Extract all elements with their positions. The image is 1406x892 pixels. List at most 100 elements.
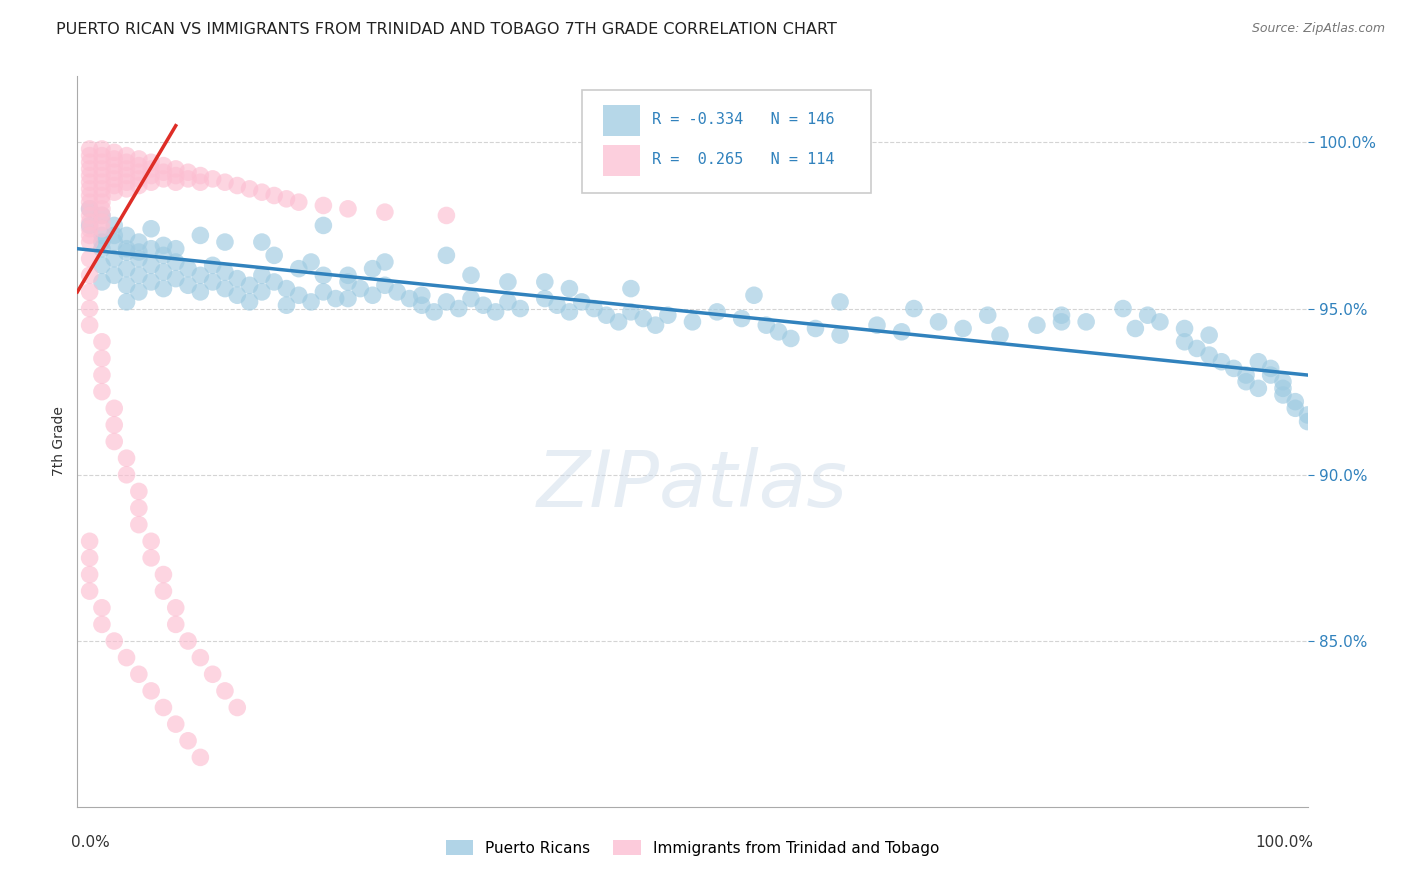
Point	[128, 252, 150, 266]
Point	[952, 321, 974, 335]
Point	[90, 334, 114, 349]
Point	[79, 268, 101, 283]
Point	[423, 305, 446, 319]
Point	[633, 311, 655, 326]
Point	[583, 301, 606, 316]
Point	[90, 202, 114, 216]
Point	[337, 202, 360, 216]
Point	[90, 384, 114, 399]
Point	[103, 165, 125, 179]
Point	[79, 155, 101, 169]
Point	[214, 282, 236, 296]
Point	[103, 252, 125, 266]
Point	[141, 550, 163, 565]
Point	[141, 258, 163, 272]
Point	[1125, 321, 1147, 335]
Point	[1296, 408, 1319, 422]
Point	[152, 282, 174, 296]
Point	[79, 301, 101, 316]
Point	[385, 285, 409, 299]
Point	[79, 202, 101, 216]
Point	[90, 161, 114, 176]
Point	[115, 161, 138, 176]
Point	[115, 228, 138, 243]
Point	[90, 155, 114, 169]
Point	[79, 252, 101, 266]
Point	[115, 182, 138, 196]
Point	[115, 650, 138, 665]
Point	[79, 235, 101, 249]
Point	[103, 434, 125, 449]
Point	[115, 278, 138, 293]
Point	[115, 261, 138, 276]
Point	[103, 235, 125, 249]
Point	[534, 275, 557, 289]
Point	[731, 311, 754, 326]
Point	[177, 165, 200, 179]
Point	[128, 165, 150, 179]
Point	[188, 228, 212, 243]
Point	[276, 282, 298, 296]
Point	[312, 268, 335, 283]
Point	[447, 301, 470, 316]
Point	[768, 325, 790, 339]
Point	[201, 667, 224, 681]
Point	[152, 238, 174, 252]
Point	[706, 305, 728, 319]
Point	[177, 278, 200, 293]
Point	[103, 228, 125, 243]
Text: 0.0%: 0.0%	[72, 836, 110, 850]
Point	[1050, 315, 1073, 329]
Point	[90, 195, 114, 210]
Point	[1149, 315, 1171, 329]
Point	[141, 161, 163, 176]
Point	[534, 292, 557, 306]
Point	[250, 185, 273, 199]
Point	[165, 600, 187, 615]
Point	[472, 298, 495, 312]
Point	[141, 175, 163, 189]
Point	[1272, 381, 1295, 395]
Point	[558, 305, 581, 319]
Point	[1198, 348, 1220, 362]
Point	[460, 268, 482, 283]
Point	[830, 328, 852, 343]
Point	[90, 169, 114, 183]
Point	[90, 142, 114, 156]
Point	[349, 282, 371, 296]
Point	[866, 318, 889, 333]
Point	[141, 155, 163, 169]
Y-axis label: 7th Grade: 7th Grade	[52, 407, 66, 476]
Point	[337, 268, 360, 283]
Point	[263, 248, 285, 262]
Point	[607, 315, 630, 329]
Point	[276, 192, 298, 206]
Point	[988, 328, 1011, 343]
Point	[325, 292, 347, 306]
FancyBboxPatch shape	[603, 105, 640, 136]
Point	[79, 161, 101, 176]
Point	[152, 165, 174, 179]
Point	[928, 315, 950, 329]
Point	[496, 275, 519, 289]
Point	[128, 152, 150, 166]
Point	[103, 401, 125, 416]
Legend: Puerto Ricans, Immigrants from Trinidad and Tobago: Puerto Ricans, Immigrants from Trinidad …	[440, 834, 945, 862]
Point	[128, 235, 150, 249]
Point	[165, 169, 187, 183]
Point	[79, 195, 101, 210]
Point	[128, 285, 150, 299]
Point	[177, 261, 200, 276]
Point	[165, 175, 187, 189]
Point	[1296, 415, 1319, 429]
Point	[312, 285, 335, 299]
Point	[103, 145, 125, 160]
Point	[1136, 308, 1159, 322]
Point	[1211, 355, 1233, 369]
Point	[903, 301, 925, 316]
Point	[90, 617, 114, 632]
Point	[90, 175, 114, 189]
Point	[485, 305, 508, 319]
Point	[1284, 401, 1306, 416]
Point	[103, 634, 125, 648]
